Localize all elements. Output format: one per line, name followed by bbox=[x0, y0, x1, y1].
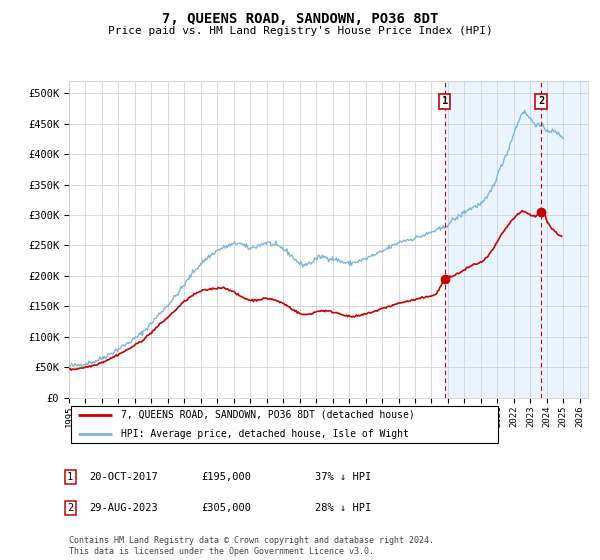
Text: 1: 1 bbox=[67, 472, 73, 482]
Text: 1: 1 bbox=[442, 96, 448, 106]
Bar bbox=[445, 81, 588, 398]
Text: 28% ↓ HPI: 28% ↓ HPI bbox=[315, 503, 371, 513]
Text: Price paid vs. HM Land Registry's House Price Index (HPI): Price paid vs. HM Land Registry's House … bbox=[107, 26, 493, 36]
Text: Contains HM Land Registry data © Crown copyright and database right 2024.
This d: Contains HM Land Registry data © Crown c… bbox=[69, 536, 434, 556]
Text: 7, QUEENS ROAD, SANDOWN, PO36 8DT: 7, QUEENS ROAD, SANDOWN, PO36 8DT bbox=[162, 12, 438, 26]
Text: 20-OCT-2017: 20-OCT-2017 bbox=[89, 472, 158, 482]
Text: £195,000: £195,000 bbox=[201, 472, 251, 482]
Text: 37% ↓ HPI: 37% ↓ HPI bbox=[315, 472, 371, 482]
Text: £305,000: £305,000 bbox=[201, 503, 251, 513]
Text: HPI: Average price, detached house, Isle of Wight: HPI: Average price, detached house, Isle… bbox=[121, 429, 409, 439]
Text: 2: 2 bbox=[67, 503, 73, 513]
Text: 29-AUG-2023: 29-AUG-2023 bbox=[89, 503, 158, 513]
Text: 2: 2 bbox=[538, 96, 544, 106]
Text: 7, QUEENS ROAD, SANDOWN, PO36 8DT (detached house): 7, QUEENS ROAD, SANDOWN, PO36 8DT (detac… bbox=[121, 410, 415, 420]
FancyBboxPatch shape bbox=[71, 406, 498, 443]
